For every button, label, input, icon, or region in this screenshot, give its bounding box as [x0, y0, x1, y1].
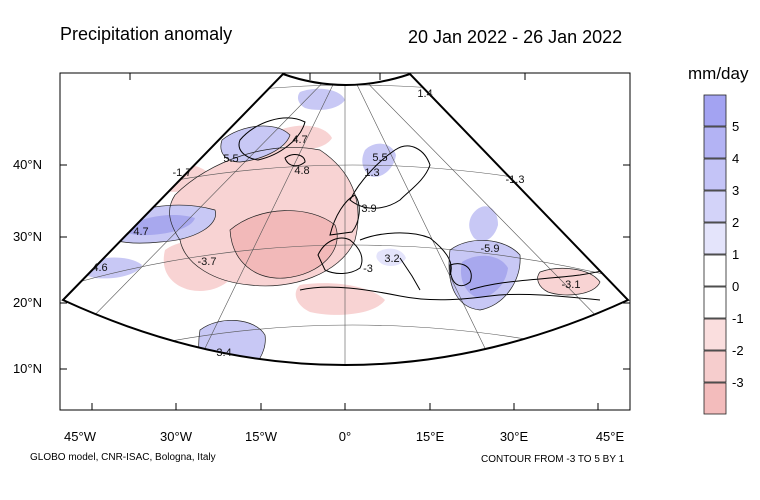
contour-label: 3.2 [384, 253, 399, 265]
contour-label: 4.7 [133, 226, 148, 238]
positive-anomaly-sw [81, 257, 142, 279]
contour-label: -1.7 [173, 167, 192, 179]
legend-level-label: 3 [732, 183, 739, 198]
negative-anomaly-east [537, 268, 600, 295]
contour-label: 1.4 [417, 88, 432, 100]
legend-swatch [703, 318, 727, 351]
legend-level-label: 5 [732, 119, 739, 134]
lat-label-10n: 10°N [13, 361, 42, 376]
legend-swatch [703, 158, 727, 191]
contour-label: 5.5 [372, 152, 387, 164]
negative-anomaly-iberia [295, 283, 385, 315]
contour-label: 4.7 [292, 134, 307, 146]
contour-label: -5.9 [481, 243, 500, 255]
legend-swatch [703, 222, 727, 255]
legend-swatch [703, 190, 727, 223]
contour-note: CONTOUR FROM -3 TO 5 BY 1 [481, 454, 625, 465]
contour-label: -3.1 [562, 279, 581, 291]
contour-label: 3.4 [216, 347, 231, 359]
negative-anomaly-central [230, 210, 338, 279]
legend-swatch [703, 254, 727, 287]
lat-label-20n: 20°N [13, 295, 42, 310]
legend-level-label: 1 [732, 247, 739, 262]
legend-level-label: -2 [732, 343, 744, 358]
lon-label-15e: 15°E [416, 429, 445, 444]
longitude-labels: 45°W 30°W 15°W 0° 15°E 30°E 45°E [64, 429, 624, 444]
legend-swatch [703, 286, 727, 319]
positive-anomaly-tropics [198, 320, 266, 365]
legend-colorbar: 5 4 3 2 1 0 -1 -2 -3 [703, 94, 744, 415]
contour-label: 3.9 [361, 203, 376, 215]
lat-label-30n: 30°N [13, 229, 42, 244]
contour-label: -3 [363, 263, 373, 275]
legend-level-label: 2 [732, 215, 739, 230]
contour-label: 5.5 [223, 153, 238, 165]
positive-anomaly-balkans-core [460, 255, 508, 298]
lat-label-40n: 40°N [13, 157, 42, 172]
contour-label: 4.8 [294, 165, 309, 177]
map-title: Precipitation anomaly [60, 24, 233, 44]
positive-anomaly-norway [362, 143, 396, 177]
credit-text: GLOBO model, CNR-ISAC, Bologna, Italy [30, 452, 216, 463]
contour-label: 4.6 [92, 262, 107, 274]
latitude-labels: 40°N 30°N 20°N 10°N [13, 157, 42, 376]
positive-anomaly-greenland [220, 125, 290, 162]
lon-label-0: 0° [339, 429, 351, 444]
lon-label-30e: 30°E [500, 429, 529, 444]
legend-level-label: 0 [732, 279, 739, 294]
legend-level-label: -3 [732, 375, 744, 390]
map-period: 20 Jan 2022 - 26 Jan 2022 [408, 27, 623, 47]
lon-label-15w: 15°W [245, 429, 278, 444]
graticule [63, 74, 628, 365]
legend-swatch [703, 382, 727, 415]
lon-label-45w: 45°W [64, 429, 97, 444]
lon-label-30w: 30°W [160, 429, 193, 444]
legend-swatch [703, 350, 727, 383]
projection-boundary [61, 72, 630, 366]
positive-anomaly-italy [376, 248, 406, 266]
contour-label: -1.3 [506, 174, 525, 186]
contour-value-labels: 1.4 5.5 4.7 5.5 -1.7 4.8 1.3 -1.3 4.7 3.… [92, 88, 580, 359]
legend-level-label: 4 [732, 151, 739, 166]
tick-marks [60, 73, 630, 410]
positive-anomaly-arctic [297, 88, 345, 110]
legend-swatch [703, 126, 727, 159]
legend-swatch [703, 94, 727, 127]
contour-label: 1.3 [364, 167, 379, 179]
legend-level-label: -1 [732, 311, 744, 326]
contour-label: -3.7 [198, 256, 217, 268]
positive-anomaly-turkey [469, 206, 498, 242]
lon-label-45e: 45°E [596, 429, 625, 444]
legend-unit: mm/day [688, 64, 749, 83]
positive-anomaly-newfoundland-core [125, 215, 195, 236]
